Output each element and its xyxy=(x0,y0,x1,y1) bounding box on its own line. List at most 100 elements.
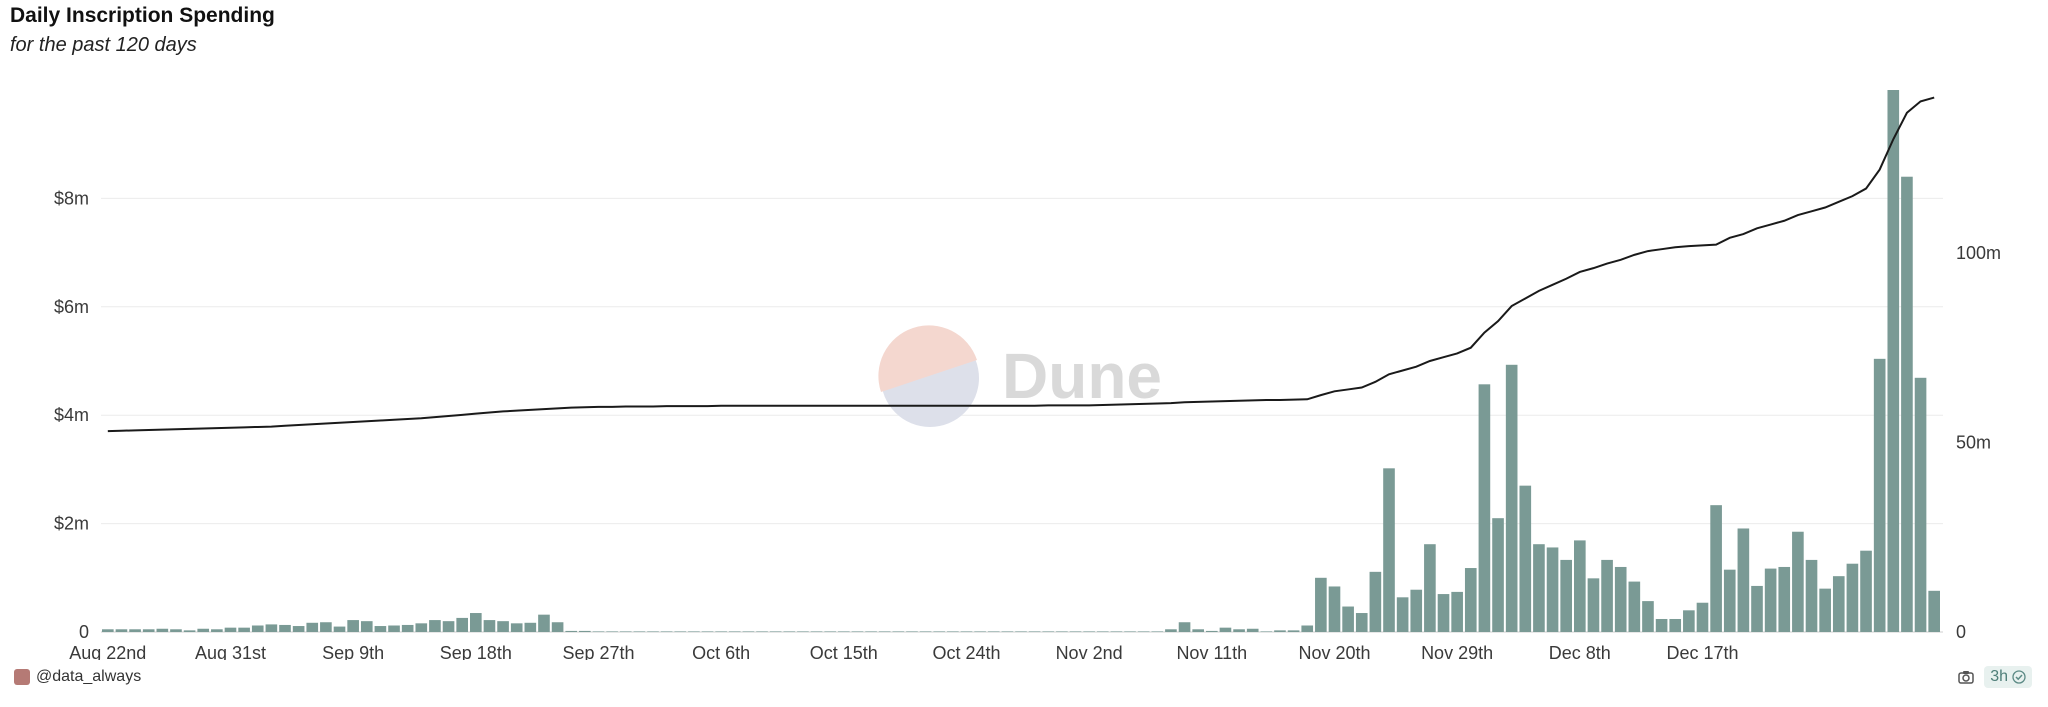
bar[interactable] xyxy=(1574,540,1586,632)
bar[interactable] xyxy=(1015,631,1027,632)
bar[interactable] xyxy=(1737,528,1750,632)
bar[interactable] xyxy=(238,627,250,632)
bar[interactable] xyxy=(728,631,741,632)
bar[interactable] xyxy=(1519,485,1532,632)
bar[interactable] xyxy=(865,631,877,632)
bar[interactable] xyxy=(1056,631,1068,632)
bar[interactable] xyxy=(1873,358,1886,632)
bar[interactable] xyxy=(429,620,441,632)
bar[interactable] xyxy=(156,628,169,632)
bar[interactable] xyxy=(1137,631,1150,632)
footer-user[interactable]: @data_always xyxy=(14,668,141,686)
bar[interactable] xyxy=(1383,468,1395,632)
bar[interactable] xyxy=(1642,601,1654,632)
bar[interactable] xyxy=(129,629,141,632)
bar[interactable] xyxy=(1560,559,1572,632)
bar[interactable] xyxy=(1655,618,1668,632)
bar[interactable] xyxy=(892,631,905,632)
bar[interactable] xyxy=(579,630,591,632)
bar[interactable] xyxy=(1723,569,1736,632)
bar[interactable] xyxy=(388,625,400,633)
bar[interactable] xyxy=(292,626,305,632)
bar[interactable] xyxy=(1914,377,1927,632)
bar[interactable] xyxy=(1751,585,1763,632)
bar[interactable] xyxy=(660,631,673,632)
bar[interactable] xyxy=(647,631,659,632)
bar[interactable] xyxy=(742,631,755,632)
bar[interactable] xyxy=(115,629,128,632)
camera-icon[interactable] xyxy=(1958,670,1974,684)
bar[interactable] xyxy=(1710,505,1722,632)
bar[interactable] xyxy=(1832,576,1845,632)
bar[interactable] xyxy=(701,631,714,632)
bar[interactable] xyxy=(947,631,959,632)
bar[interactable] xyxy=(1846,563,1859,632)
bar[interactable] xyxy=(347,620,359,632)
bar[interactable] xyxy=(1410,589,1423,632)
bar[interactable] xyxy=(1424,544,1436,632)
bar[interactable] xyxy=(715,631,727,632)
bar[interactable] xyxy=(197,628,210,632)
bar[interactable] xyxy=(797,631,809,632)
bar[interactable] xyxy=(1464,568,1477,632)
bar[interactable] xyxy=(1860,550,1872,632)
bar[interactable] xyxy=(251,625,264,633)
bar[interactable] xyxy=(1342,606,1354,632)
bar[interactable] xyxy=(1628,581,1641,632)
bar[interactable] xyxy=(279,624,291,632)
bar[interactable] xyxy=(1669,618,1682,632)
bar[interactable] xyxy=(320,622,332,632)
bar[interactable] xyxy=(551,622,564,632)
bar[interactable] xyxy=(1546,547,1559,632)
bar[interactable] xyxy=(1219,627,1232,632)
bar[interactable] xyxy=(306,622,319,632)
bar[interactable] xyxy=(878,631,891,632)
bar[interactable] xyxy=(1887,90,1900,632)
bar[interactable] xyxy=(1478,384,1491,632)
bar[interactable] xyxy=(1315,577,1327,632)
bar[interactable] xyxy=(1042,631,1055,632)
bar[interactable] xyxy=(1805,559,1818,632)
bar[interactable] xyxy=(1178,622,1191,632)
bar[interactable] xyxy=(838,631,850,632)
bar[interactable] xyxy=(1901,176,1913,632)
bar[interactable] xyxy=(1792,531,1804,632)
bar[interactable] xyxy=(1396,597,1409,632)
bar[interactable] xyxy=(974,631,986,632)
bar[interactable] xyxy=(674,631,687,632)
bar[interactable] xyxy=(1505,364,1518,632)
bar[interactable] xyxy=(1778,566,1791,632)
bar[interactable] xyxy=(224,627,237,632)
bar[interactable] xyxy=(102,629,114,632)
bar[interactable] xyxy=(1192,629,1204,632)
bar[interactable] xyxy=(1696,602,1709,632)
bar[interactable] xyxy=(1451,591,1463,632)
bar[interactable] xyxy=(1355,613,1368,632)
bar[interactable] xyxy=(606,631,618,632)
bar[interactable] xyxy=(1819,588,1831,632)
bar[interactable] xyxy=(906,631,918,632)
bar[interactable] xyxy=(987,631,1000,632)
bar[interactable] xyxy=(497,621,509,632)
bar[interactable] xyxy=(1206,630,1218,632)
bar[interactable] xyxy=(442,621,455,632)
bar[interactable] xyxy=(401,624,414,632)
bar[interactable] xyxy=(374,626,387,632)
bar[interactable] xyxy=(265,624,278,632)
bar[interactable] xyxy=(592,631,605,632)
bar[interactable] xyxy=(688,631,700,632)
bar[interactable] xyxy=(170,629,182,632)
bar[interactable] xyxy=(1764,568,1777,632)
bar[interactable] xyxy=(960,631,973,632)
bar[interactable] xyxy=(1151,631,1164,632)
bar[interactable] xyxy=(333,626,346,632)
bar[interactable] xyxy=(183,630,196,632)
bar[interactable] xyxy=(851,631,864,632)
bar[interactable] xyxy=(510,623,523,632)
bar[interactable] xyxy=(1328,586,1341,632)
bar[interactable] xyxy=(1492,518,1504,632)
bar[interactable] xyxy=(824,631,836,632)
bar[interactable] xyxy=(633,631,646,632)
bar[interactable] xyxy=(456,617,468,632)
bar[interactable] xyxy=(360,621,373,632)
